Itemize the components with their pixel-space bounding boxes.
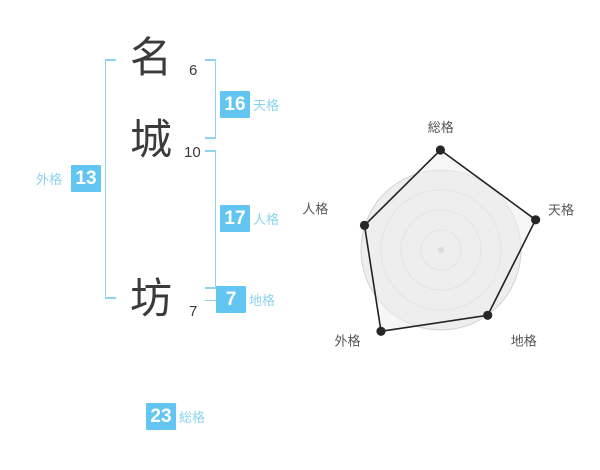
svg-text:人格: 人格 <box>302 202 328 217</box>
svg-text:総格: 総格 <box>428 120 454 135</box>
svg-text:天格: 天格 <box>548 203 574 218</box>
svg-text:地格: 地格 <box>511 334 537 349</box>
svg-text:外格: 外格 <box>334 333 360 348</box>
